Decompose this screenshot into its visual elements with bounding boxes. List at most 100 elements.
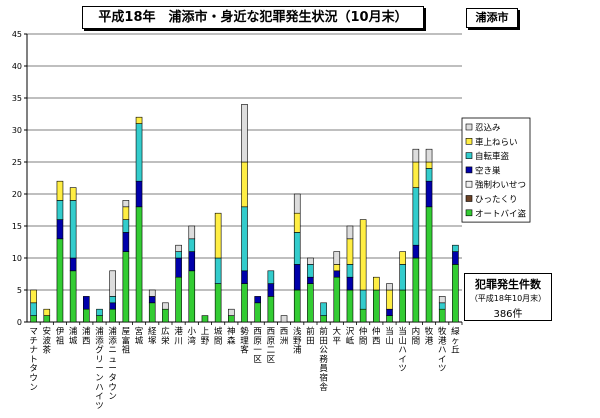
legend-swatch	[465, 152, 473, 159]
bar-segment	[96, 315, 103, 323]
x-tick-label: 伊祖	[56, 326, 65, 346]
bar-segment	[412, 187, 420, 246]
bar-segment	[399, 251, 406, 265]
x-tick-label: 浦西	[82, 326, 91, 346]
bar-segment	[293, 289, 301, 323]
bar-segment	[280, 315, 288, 323]
bar-segment	[386, 289, 393, 310]
bar-segment	[241, 104, 248, 163]
y-tick-label: 0	[17, 318, 22, 327]
bar-segment	[148, 302, 156, 323]
bar-segment	[346, 238, 354, 265]
bar-segment	[412, 148, 420, 163]
bar-segment	[320, 315, 327, 323]
bar-segment	[135, 116, 143, 124]
x-tick-label: 前田	[306, 326, 315, 346]
x-tick-label: 前田公務員宿舎	[319, 326, 328, 393]
bar-segment	[56, 180, 64, 201]
bar-segment	[412, 244, 420, 259]
bar-segment	[56, 238, 64, 323]
bar-segment	[241, 270, 248, 284]
bar-segment	[307, 283, 314, 323]
legend-swatch	[465, 195, 473, 202]
bar-segment	[69, 187, 77, 201]
total-title: 犯罪発生件数	[475, 278, 541, 291]
y-tick-label: 10	[12, 254, 22, 263]
bar-segment	[373, 289, 380, 323]
bar-segment	[241, 283, 248, 323]
legend-label: ひったくり	[475, 195, 518, 205]
bar-segment	[56, 219, 64, 240]
bar-segment	[438, 302, 446, 310]
bar-segment	[359, 219, 367, 291]
bar-segment	[30, 315, 37, 323]
x-tick-label: 当山	[385, 326, 394, 346]
x-tick-label: 神森	[227, 326, 236, 346]
total-count: 386件	[493, 309, 523, 320]
bar-segment	[241, 161, 248, 208]
bar-segment	[214, 212, 222, 259]
bar-segment	[188, 225, 196, 240]
bar-segment	[307, 264, 314, 278]
bar-segment	[69, 257, 77, 272]
bar-segment	[254, 296, 261, 304]
bar-segment	[452, 244, 459, 252]
bar-segment	[333, 251, 341, 265]
bar-segment	[452, 264, 459, 323]
bar-segment	[109, 296, 116, 304]
y-tick-label: 25	[12, 158, 22, 167]
bar-segment	[307, 257, 314, 265]
x-tick-label: 勢理客	[240, 326, 249, 356]
bar-segment	[214, 283, 222, 323]
x-tick-label: 浦添ニュータウン	[108, 326, 117, 402]
x-tick-label: 小湾	[188, 326, 197, 346]
bar-segment	[333, 264, 341, 272]
x-tick-label: 浅野浦	[293, 326, 302, 356]
x-tick-labels: マチナトタウン安波茶伊祖浦城浦西浦添グリーンハイツ浦添ニュータウン屋富祖宮城経塚…	[29, 326, 460, 411]
bar-segment	[412, 161, 420, 188]
bar-segment	[386, 308, 393, 316]
x-tick-label: 緑ヶ丘	[451, 326, 460, 356]
bar-segment	[109, 308, 116, 323]
bar-segment	[135, 180, 143, 208]
bar-segment	[162, 302, 169, 310]
bar-segment	[346, 264, 354, 278]
bar-segment	[293, 232, 301, 265]
bar-segment	[69, 270, 77, 323]
bar-segment	[175, 276, 182, 323]
bar-segment	[241, 206, 248, 272]
y-tick-label: 30	[12, 126, 22, 135]
bar-segment	[359, 308, 367, 323]
bar-segment	[373, 276, 380, 291]
bar-segment	[188, 238, 196, 252]
legend-swatch	[465, 138, 473, 145]
bar-segment	[346, 289, 354, 323]
legend-swatch	[465, 180, 473, 188]
y-tick-label: 5	[17, 286, 22, 295]
bar-segment	[254, 302, 261, 323]
legend-label: 自転車盗	[475, 151, 510, 162]
bar-segment	[452, 251, 459, 265]
bar-segment	[293, 212, 301, 233]
x-tick-label: 城間	[214, 327, 223, 346]
bar-segment	[135, 206, 143, 323]
legend-box	[461, 117, 531, 223]
bar-segment	[175, 257, 182, 278]
x-tick-label: 広栄	[161, 326, 170, 346]
y-tick-label: 20	[12, 190, 22, 199]
x-tick-label: 港川	[174, 326, 183, 346]
bar-segment	[122, 251, 130, 323]
bar-segment	[43, 315, 51, 323]
bar-segment	[56, 200, 64, 220]
bar-segment	[438, 296, 446, 304]
bar-segment	[83, 308, 90, 323]
total-subtitle: （平成18年10月末）	[469, 294, 547, 303]
bar-segment	[320, 302, 327, 316]
x-tick-label: 大平	[333, 326, 342, 346]
y-tick-label: 40	[12, 62, 22, 71]
x-tick-label: 上野	[201, 327, 210, 346]
total-count-box: 犯罪発生件数 （平成18年10月末） 386件	[464, 273, 552, 321]
bar-segment	[175, 244, 182, 252]
